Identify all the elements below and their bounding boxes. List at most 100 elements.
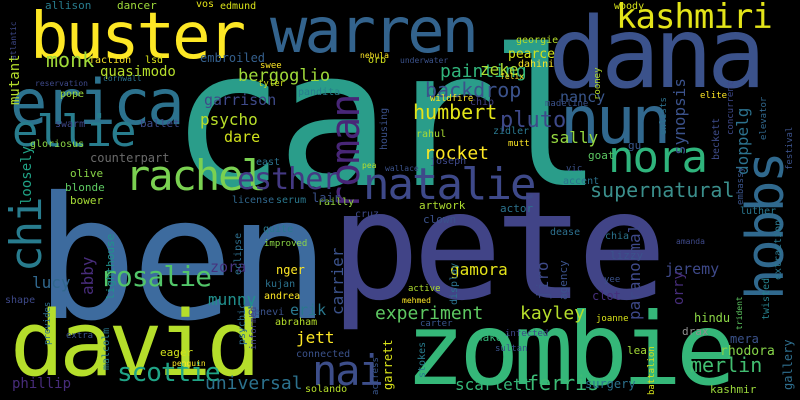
word-embassy: embassy xyxy=(736,167,746,205)
word-nancy: nancy xyxy=(560,88,606,106)
word-jeremy: jeremy xyxy=(665,260,720,278)
word-underwater: underwater xyxy=(400,56,449,65)
word-dahini: dahini xyxy=(518,59,555,70)
word-battalion: battalion xyxy=(647,346,657,395)
word-faction: faction xyxy=(89,55,132,66)
word-zeke: zeke xyxy=(480,60,519,79)
word-swarm: swarm xyxy=(55,119,86,130)
word-garrett: garrett xyxy=(381,339,395,390)
word-chip: chip xyxy=(470,97,495,108)
word-ballet: ballet xyxy=(140,117,180,130)
word-solando: solando xyxy=(305,384,348,395)
word-serum: serum xyxy=(276,195,307,206)
word-joanne: joanne xyxy=(596,314,629,324)
word-buster: buster xyxy=(30,0,246,74)
word-quasimodo: quasimodo xyxy=(100,64,176,80)
word-supernatural: supernatural xyxy=(590,178,735,202)
word-pea: pea xyxy=(362,161,377,170)
word-actor: actor xyxy=(500,202,534,215)
word-nger: nger xyxy=(276,263,305,277)
word-extra: extra xyxy=(66,331,94,341)
word-improved: improved xyxy=(264,239,308,249)
word-display: display xyxy=(449,262,460,305)
word-warren: warren xyxy=(270,0,479,67)
word-clown: clown xyxy=(423,213,457,226)
word-shape: shape xyxy=(5,295,36,306)
word-housing: housing xyxy=(379,107,390,150)
word-eclipse: eclipse xyxy=(233,232,244,275)
word-mehmed: mehmed xyxy=(402,296,431,305)
word-drax: drax xyxy=(682,325,709,338)
word-rocket: rocket xyxy=(424,143,490,164)
word-wildfire: wildfire xyxy=(430,94,474,104)
word-andrea: andrea xyxy=(264,291,301,302)
word-quite: quite xyxy=(263,224,294,235)
word-humbert: humbert xyxy=(413,100,498,124)
word-erica: erica xyxy=(10,66,185,139)
word-scarlett: scarlett xyxy=(455,375,533,394)
word-trident: trident xyxy=(735,296,744,330)
word-festival: festival xyxy=(785,126,795,170)
word-allison: allison xyxy=(45,0,92,12)
word-mera: mera xyxy=(730,332,759,346)
word-goat: goat xyxy=(588,149,615,162)
word-stokes: stokes xyxy=(417,341,428,378)
word-psychic: psychic xyxy=(237,302,248,345)
word-eager: eager xyxy=(160,346,194,359)
word-rooney: rooney xyxy=(593,67,603,100)
word-merlin: merlin xyxy=(690,353,763,377)
word-lea: lea xyxy=(627,344,647,357)
word-chia: chia xyxy=(605,231,630,242)
word-gloriosus: gloriosus xyxy=(30,139,85,150)
word-embroiled: embroiled xyxy=(200,51,266,65)
word-mutant: mutant xyxy=(7,54,23,105)
word-dare: dare xyxy=(224,128,261,146)
word-elite: elite xyxy=(700,91,728,101)
word-lucy: lucy xyxy=(32,273,71,292)
word-kashmiri: kashmiri xyxy=(616,0,773,37)
word-yee: yee xyxy=(604,275,621,285)
word-counterpart: counterpart xyxy=(90,151,170,165)
word-accent: accent xyxy=(563,176,600,187)
word-pope: pope xyxy=(60,89,85,100)
word-carl: carl xyxy=(170,9,604,230)
word-infected: infected xyxy=(505,329,549,339)
word-david: david xyxy=(10,292,261,397)
word-actress: actress xyxy=(371,357,381,395)
word-abraham: abraham xyxy=(275,317,318,328)
word-abby: abby xyxy=(78,256,97,295)
word-rachel: rachel xyxy=(125,151,267,200)
word-vic: vic xyxy=(566,164,583,174)
word-olive: olive xyxy=(70,167,104,180)
word-scottie: scottie xyxy=(117,358,221,388)
word-wallace: wallace xyxy=(385,164,419,173)
word-kayley: kayley xyxy=(520,303,586,324)
word-ben: ben xyxy=(35,161,330,359)
word-cruz: cruz xyxy=(355,209,380,220)
word-rhodora: rhodora xyxy=(720,344,775,359)
word-artwork: artwork xyxy=(419,199,466,212)
word-carter: carter xyxy=(420,319,453,329)
word-penguin: penguin xyxy=(172,359,206,368)
word-gamora: gamora xyxy=(450,260,508,279)
word-zombie: zombie xyxy=(405,291,736,400)
word-pluto: pluto xyxy=(500,108,567,133)
word-hindu: hindu xyxy=(694,311,731,325)
word-sultan: sultan xyxy=(495,344,528,354)
word-zidler: zidler xyxy=(493,126,530,137)
word-agency: agency xyxy=(557,260,570,300)
word-clot: clot xyxy=(592,289,621,303)
word-malcolm: malcolm xyxy=(101,327,112,370)
word-loosely: loosely xyxy=(19,145,35,205)
word-nun: nun xyxy=(560,82,671,159)
word-edmund: edmund xyxy=(220,1,257,12)
word-genevi: genevi xyxy=(248,307,285,318)
word-cornwall: cornwall xyxy=(103,74,142,83)
word-bower: bower xyxy=(70,194,104,207)
word-madeline: madeline xyxy=(545,99,589,109)
word-munny: munny xyxy=(208,290,257,309)
word-jiro: jiro xyxy=(533,261,552,300)
word-paranormal: paranormal xyxy=(625,223,644,320)
word-dancer: dancer xyxy=(117,0,157,12)
